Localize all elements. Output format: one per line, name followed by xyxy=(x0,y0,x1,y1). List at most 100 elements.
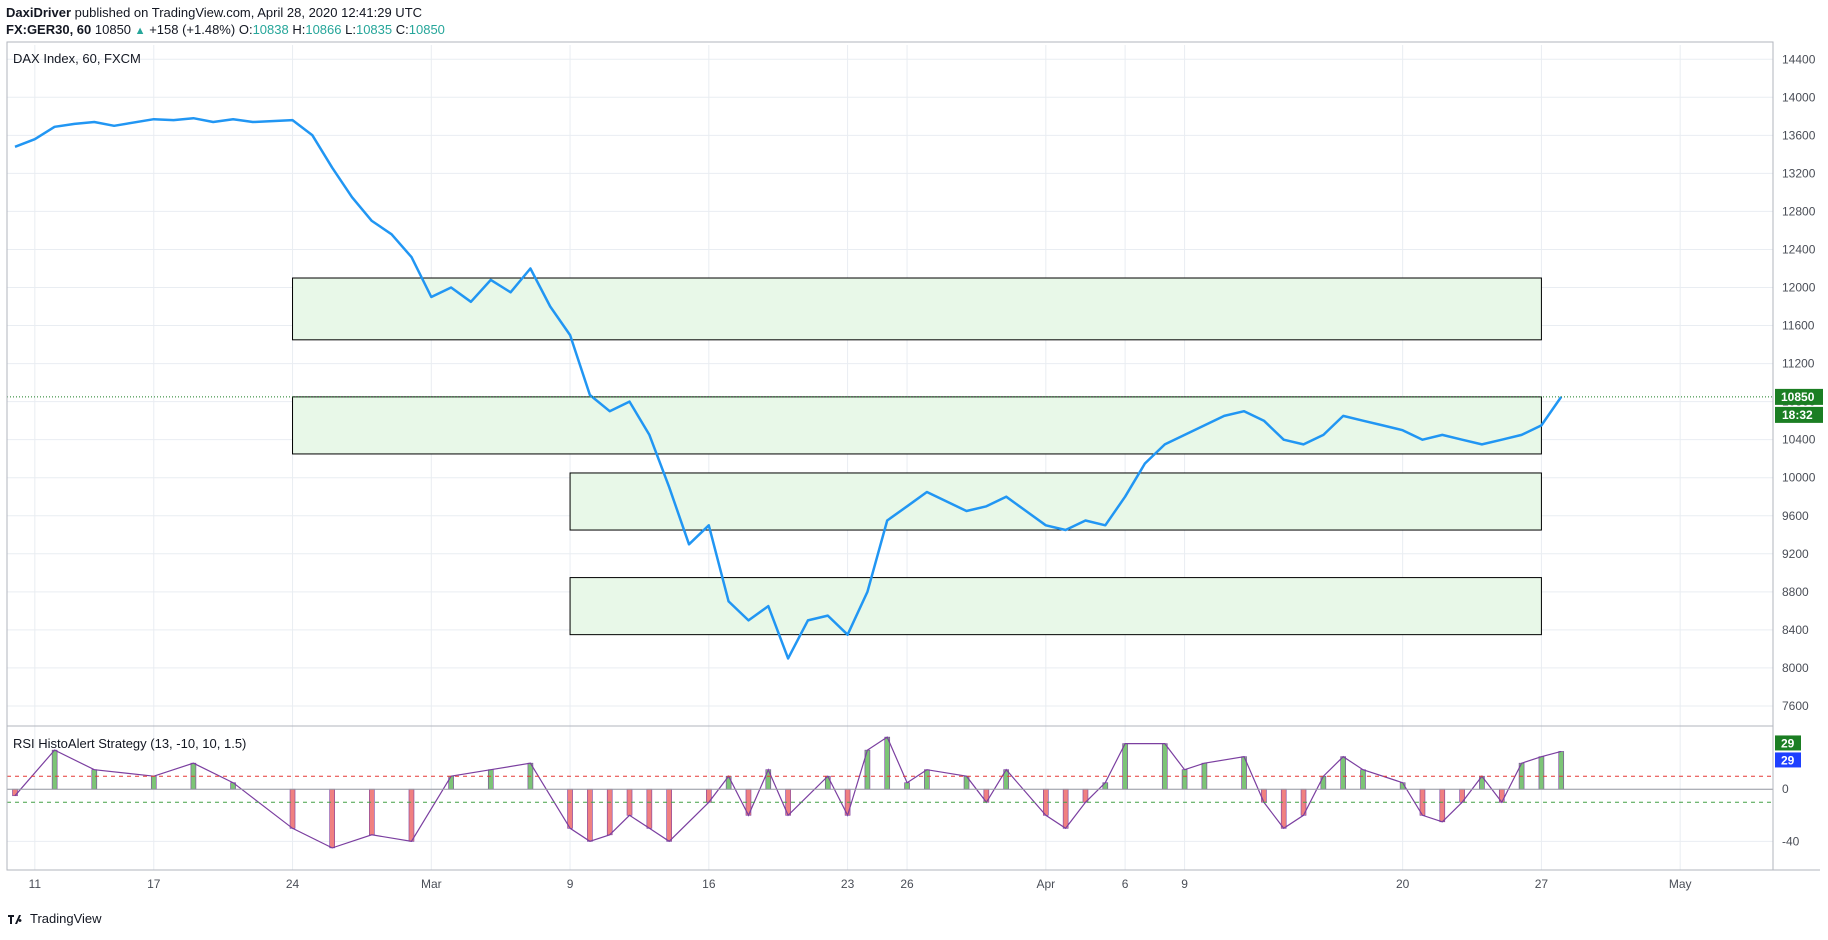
symbol-label: FX:GER30, 60 xyxy=(6,22,92,37)
indicator-value-tag-label: 29 xyxy=(1781,736,1795,750)
histo-bar xyxy=(1181,769,1188,790)
indicator-pane-title: RSI HistoAlert Strategy (13, -10, 10, 1.… xyxy=(13,736,246,751)
up-arrow-icon: ▲ xyxy=(134,25,146,37)
low-value: 10835 xyxy=(355,22,393,37)
indicator-value-tag-2 xyxy=(1775,752,1801,768)
last-price: 10850 xyxy=(94,22,132,37)
support-resistance-zones xyxy=(292,277,1542,636)
y-tick-label: 12800 xyxy=(1782,204,1816,218)
y-tick-label: 8000 xyxy=(1782,661,1809,675)
indicator-y-tick-label: 0 xyxy=(1782,782,1789,796)
histo-bar xyxy=(12,788,18,797)
x-tick-label: Mar xyxy=(421,877,442,891)
histo-bar xyxy=(606,788,613,836)
x-tick-label: 9 xyxy=(567,877,574,891)
x-tick-label: May xyxy=(1669,877,1692,891)
histo-bar xyxy=(1340,756,1346,790)
ohlc-open: O:10838 xyxy=(239,22,289,37)
histo-bar xyxy=(91,769,98,790)
histo-outline xyxy=(14,736,1562,849)
footer-brand[interactable]: TradingView xyxy=(30,911,102,926)
histo-bar xyxy=(1558,751,1565,790)
histo-bar xyxy=(884,736,891,790)
y-tick-label: 14400 xyxy=(1782,52,1816,66)
histo-bar xyxy=(1062,788,1069,829)
indicator-value-tag-2-label: 29 xyxy=(1781,753,1795,767)
histo-bar xyxy=(1439,788,1446,823)
axis-labels: 7600800084008800920096001000010400108001… xyxy=(29,52,1823,891)
zone-3 xyxy=(569,472,1542,531)
y-tick-label: 10400 xyxy=(1782,433,1816,447)
histo-bar xyxy=(567,788,573,829)
y-tick-label: 13600 xyxy=(1782,128,1816,142)
indicator-y-tick-label: -40 xyxy=(1782,834,1800,848)
low-label: L: xyxy=(345,22,356,37)
ohlc-high: H:10866 xyxy=(292,22,341,37)
countdown-tag xyxy=(1775,406,1823,423)
price-chart[interactable]: 7600800084008800920096001000010400108001… xyxy=(0,0,1828,905)
zone-1 xyxy=(292,277,1542,341)
histo-bar xyxy=(408,788,415,842)
y-tick-label: 11200 xyxy=(1782,357,1815,371)
histo-bar xyxy=(646,788,653,829)
high-value: 10866 xyxy=(305,22,342,37)
price-change: +158 (+1.48%) xyxy=(149,22,236,37)
indicator-value-tag xyxy=(1775,735,1801,751)
zone-4 xyxy=(569,577,1542,636)
x-tick-label: Apr xyxy=(1036,877,1055,891)
author-name[interactable]: DaxiDriver xyxy=(6,5,72,20)
main-pane-title: DAX Index, 60, FXCM xyxy=(13,51,141,66)
y-tick-label: 9200 xyxy=(1782,547,1809,561)
close-label: C: xyxy=(395,22,409,37)
publish-info: DaxiDriver published on TradingView.com,… xyxy=(6,5,422,20)
countdown-tag-label: 18:32 xyxy=(1782,408,1813,422)
footer: TradingView xyxy=(8,911,102,926)
y-tick-label: 11600 xyxy=(1782,319,1815,333)
y-tick-label: 14000 xyxy=(1782,90,1816,104)
zone-2 xyxy=(292,396,1542,455)
last-price-tag xyxy=(1775,388,1823,405)
price-series xyxy=(7,116,1773,660)
y-tick-label: 9600 xyxy=(1782,509,1809,523)
x-tick-label: 26 xyxy=(900,877,914,891)
histo-bar xyxy=(1261,788,1267,803)
histo-bar xyxy=(1360,769,1366,790)
histo-bar xyxy=(1161,743,1168,790)
x-tick-label: 9 xyxy=(1181,877,1188,891)
x-tick-label: 16 xyxy=(702,877,716,891)
histo-bar xyxy=(329,788,335,849)
histo-bar xyxy=(51,749,58,790)
y-tick-label: 7600 xyxy=(1782,699,1809,713)
pane-frames xyxy=(6,41,1820,871)
high-label: H: xyxy=(292,22,306,37)
y-tick-label: 12000 xyxy=(1782,281,1816,295)
close-value: 10850 xyxy=(408,22,445,37)
y-tick-label: 10000 xyxy=(1782,471,1816,485)
ohlc-close: C:10850 xyxy=(396,22,445,37)
last-price-tag-label: 10850 xyxy=(1781,390,1815,404)
x-tick-label: 23 xyxy=(841,877,855,891)
ohlc-low: L:10835 xyxy=(345,22,392,37)
y-tick-label: 8400 xyxy=(1782,623,1809,637)
histo-bar xyxy=(587,788,593,842)
histo-bar xyxy=(150,775,157,790)
histo-bar xyxy=(1122,743,1128,790)
x-tick-label: 17 xyxy=(147,877,161,891)
x-tick-label: 6 xyxy=(1122,877,1129,891)
x-tick-label: 27 xyxy=(1535,877,1549,891)
histo-bar xyxy=(1538,756,1545,790)
histo-bar xyxy=(904,782,910,790)
x-tick-label: 24 xyxy=(286,877,300,891)
open-label: O: xyxy=(238,22,253,37)
x-tick-label: 20 xyxy=(1396,877,1410,891)
tradingview-logo-icon xyxy=(8,913,26,925)
y-tick-label: 12400 xyxy=(1782,242,1816,256)
histo-bar xyxy=(289,788,296,829)
open-value: 10838 xyxy=(252,22,289,37)
published-text: published on TradingView.com, April 28, … xyxy=(71,5,423,20)
histo-bar xyxy=(924,769,930,790)
histo-bar xyxy=(369,788,375,836)
histo-bar xyxy=(1320,775,1327,790)
histo-bar xyxy=(1280,788,1287,829)
rsi-histogram xyxy=(7,736,1773,849)
